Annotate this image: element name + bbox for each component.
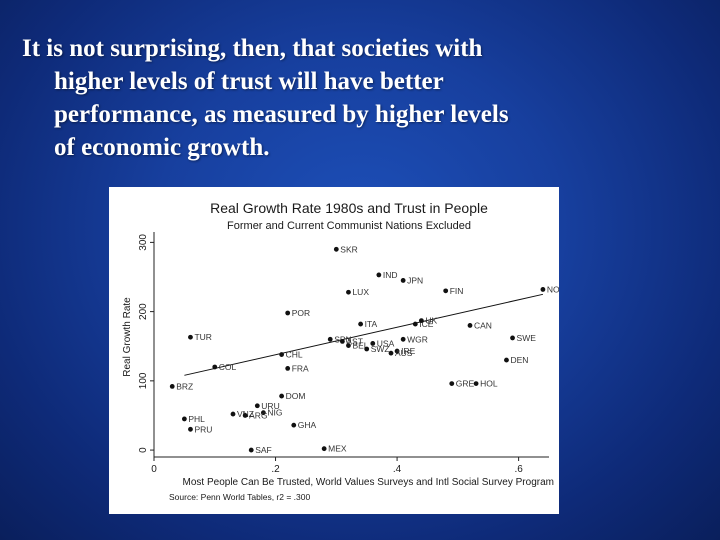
data-point-nig xyxy=(260,410,266,416)
point-label-brz: BRZ xyxy=(176,381,193,391)
x-axis-label: Most People Can Be Trusted, World Values… xyxy=(183,477,554,488)
data-point-gre xyxy=(449,381,455,387)
point-label-ire: IRE xyxy=(401,346,416,356)
data-point-ast xyxy=(339,338,345,344)
data-point-lux xyxy=(346,289,351,295)
point-label-hol: HOL xyxy=(480,379,498,389)
point-label-ita: ITA xyxy=(365,319,378,329)
data-point-bel xyxy=(346,343,351,348)
data-point-wgr xyxy=(400,336,406,342)
point-label-mex: MEX xyxy=(328,444,347,454)
point-label-lux: LUX xyxy=(352,287,369,297)
data-point-vnz xyxy=(230,411,236,417)
point-label-phl: PHL xyxy=(188,414,205,424)
data-point-pru xyxy=(188,426,193,432)
body-line-2: higher levels of trust will have better xyxy=(54,68,444,95)
point-label-can: CAN xyxy=(474,320,492,330)
y-tick-label: 200 xyxy=(138,303,149,320)
data-point-brz xyxy=(169,383,175,389)
y-tick-label: 300 xyxy=(138,234,149,251)
body-line-4: of economic growth. xyxy=(54,134,270,161)
data-point-skr xyxy=(333,246,339,252)
point-label-nig: NIG xyxy=(267,408,282,418)
point-label-ice: ICE xyxy=(419,319,434,329)
point-label-den: DEN xyxy=(510,355,528,365)
data-point-ita xyxy=(358,321,364,327)
point-label-usa: USA xyxy=(377,338,395,348)
data-point-dom xyxy=(279,393,285,399)
data-point-nor xyxy=(540,287,546,292)
data-point-ire xyxy=(394,348,400,354)
data-point-uk xyxy=(418,318,424,324)
data-point-chl xyxy=(279,352,285,357)
data-point-mex xyxy=(321,446,327,452)
y-tick-label: 0 xyxy=(138,447,149,453)
data-point-usa xyxy=(370,341,376,346)
data-point-col xyxy=(212,364,218,370)
data-point-hol xyxy=(473,381,479,387)
y-tick-label: 100 xyxy=(138,372,149,389)
scatter-chart: Real Growth Rate 1980s and Trust in Peop… xyxy=(122,200,559,502)
x-tick-label: 0 xyxy=(151,464,157,475)
data-point-swe xyxy=(510,335,515,341)
data-point-tur xyxy=(188,334,193,340)
data-point-swz xyxy=(364,346,370,352)
point-label-swe: SWE xyxy=(517,333,537,343)
body-line-1: It is not surprising, then, that societi… xyxy=(22,35,483,62)
point-label-nor: NOR xyxy=(547,284,559,294)
x-tick-label: .4 xyxy=(393,464,402,475)
point-label-uru: URU xyxy=(261,401,279,411)
point-label-col: COL xyxy=(219,362,237,372)
point-label-por: POR xyxy=(292,308,310,318)
data-point-ind xyxy=(376,272,382,278)
data-point-uru xyxy=(254,403,260,409)
data-point-gha xyxy=(291,422,297,428)
slide-body-text: It is not surprising, then, that societi… xyxy=(22,32,702,164)
chart-title: Real Growth Rate 1980s and Trust in Peop… xyxy=(210,200,488,216)
fit-line xyxy=(184,293,544,376)
data-point-spn xyxy=(327,336,333,342)
source-note: Source: Penn World Tables, r2 = .300 xyxy=(169,492,310,502)
point-label-jpn: JPN xyxy=(407,275,423,285)
point-label-gha: GHA xyxy=(298,420,317,430)
point-label-dom: DOM xyxy=(286,391,306,401)
point-label-saf: SAF xyxy=(255,445,272,455)
chart-subtitle: Former and Current Communist Nations Exc… xyxy=(227,220,471,232)
x-tick-label: .6 xyxy=(514,464,523,475)
point-label-pru: PRU xyxy=(194,424,212,434)
data-point-ice xyxy=(412,321,418,327)
point-label-ast: AST xyxy=(346,336,363,346)
point-label-uk: UK xyxy=(425,316,437,326)
point-label-fin: FIN xyxy=(450,286,464,296)
point-label-swz: SWZ xyxy=(371,344,390,354)
data-point-saf xyxy=(248,447,254,453)
data-point-phl xyxy=(181,416,187,422)
y-axis-label: Real Growth Rate xyxy=(122,297,133,377)
point-label-wgr: WGR xyxy=(407,334,428,344)
data-point-den xyxy=(504,357,509,363)
point-label-fra: FRA xyxy=(292,363,309,373)
point-label-arg: ARG xyxy=(249,410,267,420)
data-point-fin xyxy=(443,288,449,294)
scatter-chart-panel: Real Growth Rate 1980s and Trust in Peop… xyxy=(109,187,559,514)
point-label-ind: IND xyxy=(383,270,398,280)
body-line-3: performance, as measured by higher level… xyxy=(54,101,509,128)
point-label-chl: CHL xyxy=(286,350,303,360)
data-point-aus xyxy=(388,350,394,356)
x-tick-label: .2 xyxy=(271,464,280,475)
point-label-aus: AUS xyxy=(395,348,413,358)
point-label-skr: SKR xyxy=(340,244,357,254)
point-label-bel: BEL xyxy=(352,341,368,351)
data-point-fra xyxy=(285,365,291,371)
point-label-tur: TUR xyxy=(194,332,211,342)
data-point-jpn xyxy=(400,278,406,283)
data-point-por xyxy=(285,310,291,316)
data-point-can xyxy=(467,323,473,328)
point-label-gre: GRE xyxy=(456,379,475,389)
data-point-arg xyxy=(242,413,248,418)
